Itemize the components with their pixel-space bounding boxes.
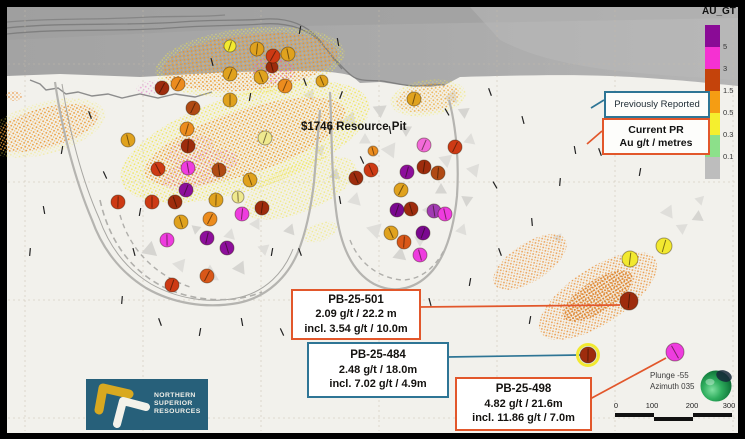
hole-id: PB-25-484	[350, 349, 406, 362]
current-pr-legend: Current PR Au g/t / metres	[602, 118, 710, 155]
grade-tick-label: 1.5	[723, 86, 734, 95]
azimuth-label: Azimuth 035	[650, 381, 695, 391]
plunge-label: Plunge -55	[650, 371, 689, 380]
grade-tick-label: 0.5	[723, 108, 734, 117]
intercept: 2.48 g/t / 18.0m	[338, 363, 418, 376]
previously-reported-legend: Previously Reported	[604, 91, 710, 118]
grade-tick-label: 3	[723, 64, 728, 73]
current-pr-line1: Current PR	[628, 123, 684, 136]
company-logo: NORTHERN SUPERIOR RESOURCES	[86, 379, 208, 430]
intercept: 4.82 g/t / 21.6m	[484, 397, 563, 410]
previously-reported-label: Previously Reported	[614, 99, 700, 110]
grade-tick-label: 5	[723, 42, 728, 51]
grade-tick-label: 0.3	[723, 130, 734, 139]
logo-text: NORTHERN SUPERIOR RESOURCES	[154, 392, 201, 415]
scale-tick-0: 0	[613, 401, 619, 410]
callout-leader-lines	[418, 99, 667, 400]
intercept: 2.09 g/t / 22.2 m	[315, 308, 397, 321]
scale-tick-300: 300	[722, 401, 736, 410]
current-pr-line2: Au g/t / metres	[619, 136, 693, 149]
resource-pit-label: $1746 Resource Pit	[301, 121, 407, 133]
included-intercept: incl. 7.02 g/t / 4.9m	[329, 378, 427, 391]
drill-intercept-points	[110, 39, 685, 367]
callout-pb-25-498: PB-25-498 4.82 g/t / 21.6m incl. 11.86 g…	[455, 377, 592, 431]
grid-lines	[8, 10, 737, 431]
orientation-ball	[700, 370, 732, 402]
logo-mark	[94, 383, 150, 428]
included-intercept: incl. 11.86 g/t / 7.0m	[472, 412, 575, 425]
surface-gray-band	[7, 7, 738, 87]
grade-tick-label: 0.1	[723, 152, 734, 161]
included-intercept: incl. 3.54 g/t / 10.0m	[304, 322, 408, 335]
callout-pb-25-484: PB-25-484 2.48 g/t / 18.0m incl. 7.02 g/…	[307, 342, 449, 398]
hole-id: PB-25-501	[328, 293, 384, 306]
hole-id: PB-25-498	[495, 383, 552, 396]
scale-tick-200: 200	[685, 401, 699, 410]
scale-tick-100: 100	[645, 401, 659, 410]
view-orientation-label: Plunge -55 Azimuth 035	[650, 371, 694, 392]
pit-shell-outline	[53, 81, 459, 307]
grade-legend-title: AU_GT	[702, 6, 736, 17]
callout-pb-25-501: PB-25-501 2.09 g/t / 22.2 m incl. 3.54 g…	[291, 289, 421, 340]
